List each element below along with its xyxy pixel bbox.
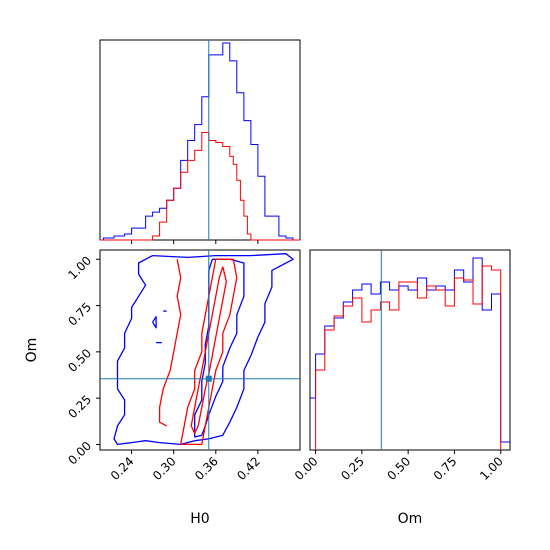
x-axis-label-om: Om [398,511,423,527]
hist-om-series-red [315,265,502,450]
hist-h0-frame [99,39,301,241]
contour-red-outer-5 [180,258,238,446]
y-axis-label-om: Om [24,338,40,363]
x-axis-label-h0: H0 [190,511,209,527]
contour-red-left-lobe-7 [158,259,182,427]
hist-om-frame [309,249,511,451]
hist-h0-series-red [100,132,300,241]
hist-h0-panel [99,39,301,244]
contour-truth-marker [205,375,212,382]
contour-red-inner-6 [190,266,227,434]
contour-blue-island-4 [152,316,157,329]
hist-h0-series-blue [100,42,300,241]
contour-blue-outer-0 [113,253,294,446]
contour-frame [99,249,301,451]
contour-blue-inner-1 [194,258,245,438]
